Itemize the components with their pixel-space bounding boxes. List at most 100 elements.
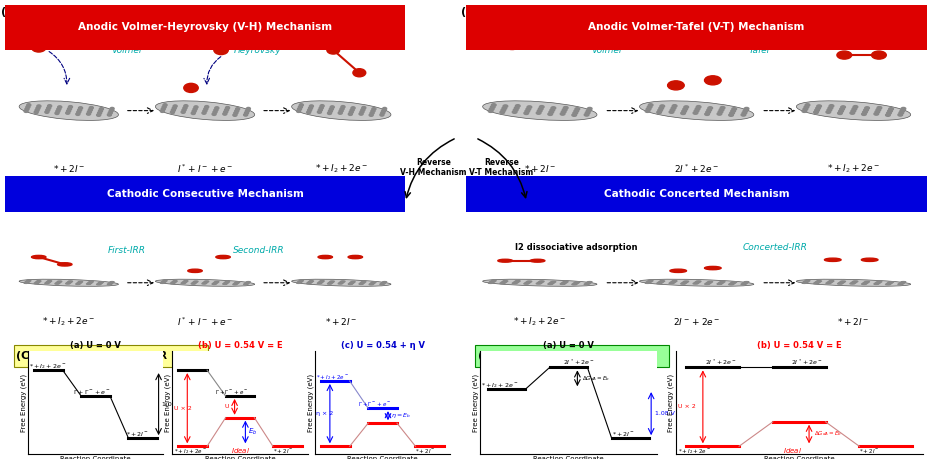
Circle shape [327, 283, 332, 284]
Circle shape [27, 280, 31, 281]
Circle shape [341, 281, 345, 282]
Circle shape [852, 282, 857, 283]
Circle shape [47, 106, 50, 109]
Text: $*+2I^-$: $*+2I^-$ [52, 163, 85, 174]
Circle shape [837, 51, 852, 59]
Circle shape [68, 33, 82, 42]
Circle shape [670, 109, 675, 111]
Circle shape [320, 105, 324, 107]
Text: $*+I_2+2e^-$: $*+I_2+2e^-$ [827, 162, 880, 175]
Circle shape [706, 111, 710, 113]
Text: $2\mathit{I}^-+2e^-$: $2\mathit{I}^-+2e^-$ [673, 316, 720, 327]
Circle shape [226, 281, 229, 282]
Circle shape [814, 111, 818, 113]
Y-axis label: Free Energy (eV): Free Energy (eV) [21, 374, 27, 432]
Circle shape [490, 281, 495, 282]
Circle shape [502, 107, 507, 110]
Text: $2\mathit{I}^*+2e^-$: $2\mathit{I}^*+2e^-$ [705, 358, 736, 368]
Circle shape [161, 282, 165, 283]
Circle shape [172, 107, 176, 110]
Circle shape [318, 255, 333, 259]
Circle shape [320, 281, 323, 282]
Circle shape [885, 114, 890, 116]
Circle shape [216, 255, 230, 259]
Circle shape [886, 283, 891, 284]
Circle shape [245, 282, 250, 283]
Circle shape [35, 109, 39, 112]
Circle shape [816, 105, 821, 107]
Circle shape [349, 255, 363, 259]
Circle shape [100, 282, 103, 283]
Circle shape [829, 281, 832, 282]
Circle shape [815, 109, 819, 112]
Circle shape [77, 282, 82, 283]
Circle shape [298, 281, 302, 282]
Circle shape [299, 104, 303, 106]
Circle shape [202, 283, 206, 284]
Circle shape [97, 114, 101, 116]
Circle shape [658, 109, 663, 112]
Circle shape [829, 106, 832, 109]
Circle shape [89, 109, 92, 111]
Circle shape [693, 112, 698, 114]
Circle shape [56, 110, 60, 112]
Circle shape [213, 45, 228, 55]
Circle shape [670, 282, 675, 283]
Circle shape [371, 282, 375, 283]
Circle shape [245, 110, 250, 112]
Circle shape [804, 106, 809, 108]
Circle shape [341, 106, 345, 108]
Circle shape [742, 112, 747, 114]
Y-axis label: Free Energy (eV): Free Energy (eV) [165, 374, 171, 432]
Circle shape [680, 112, 685, 114]
Circle shape [667, 81, 684, 90]
Circle shape [684, 281, 689, 282]
Text: $2\mathit{I}^*+2e^-$: $2\mathit{I}^*+2e^-$ [674, 162, 720, 175]
Text: $*+2I^-$: $*+2I^-$ [126, 430, 149, 438]
Circle shape [99, 110, 103, 112]
Circle shape [648, 281, 651, 282]
Circle shape [55, 112, 59, 114]
Circle shape [524, 283, 528, 284]
Circle shape [339, 110, 343, 112]
Circle shape [46, 109, 49, 111]
FancyBboxPatch shape [5, 5, 405, 50]
Text: $\mathit{Ideal}$: $\mathit{Ideal}$ [783, 446, 802, 455]
Circle shape [720, 106, 725, 109]
Circle shape [646, 282, 651, 283]
Text: $*+2I^-$: $*+2I^-$ [611, 430, 635, 438]
Circle shape [89, 282, 92, 283]
Circle shape [55, 283, 59, 284]
Circle shape [329, 108, 334, 111]
Circle shape [25, 282, 29, 283]
Circle shape [47, 281, 50, 282]
Circle shape [328, 110, 333, 112]
Circle shape [826, 111, 830, 113]
Circle shape [732, 108, 736, 110]
Circle shape [328, 282, 333, 283]
Circle shape [649, 104, 653, 106]
Circle shape [876, 282, 881, 283]
Circle shape [899, 112, 904, 114]
Circle shape [861, 258, 878, 262]
Circle shape [75, 284, 80, 285]
Text: Anodic Volmer-Tafel (V-T) Mechanism: Anodic Volmer-Tafel (V-T) Mechanism [588, 22, 805, 32]
Circle shape [350, 282, 354, 283]
Circle shape [530, 259, 545, 262]
Circle shape [87, 112, 90, 115]
Circle shape [719, 283, 723, 284]
Circle shape [874, 284, 879, 285]
Circle shape [369, 114, 373, 116]
Circle shape [109, 110, 113, 112]
Circle shape [243, 284, 248, 285]
X-axis label: Reaction Coordinate: Reaction Coordinate [348, 456, 418, 459]
Circle shape [863, 283, 868, 284]
Circle shape [514, 282, 518, 283]
Circle shape [361, 109, 365, 111]
Text: (A): (A) [1, 7, 20, 17]
Text: Tafel: Tafel [748, 46, 770, 55]
Circle shape [100, 108, 103, 110]
Circle shape [802, 110, 807, 112]
Circle shape [731, 110, 735, 112]
Text: $*+I_2+2e^-$: $*+I_2+2e^-$ [315, 162, 368, 175]
